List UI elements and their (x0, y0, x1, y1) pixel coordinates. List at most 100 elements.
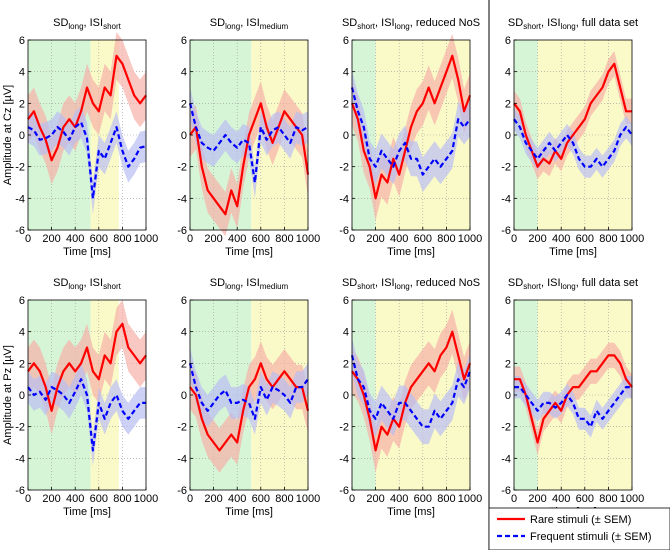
panel-title: SDlong, ISIshort (53, 17, 122, 31)
rare-stimuli-line (189, 102, 310, 216)
rare-sem-band (352, 309, 470, 473)
y-tick-label: -2 (15, 422, 25, 434)
y-tick-label: 6 (181, 295, 187, 307)
y-tick-label: 4 (343, 67, 349, 79)
frequent-stimuli-line (188, 103, 309, 184)
x-tick-label: 200 (204, 493, 222, 505)
x-tick-label: 800 (437, 493, 455, 505)
y-tick-label: 2 (343, 98, 349, 110)
x-axis-label: Time [ms] (63, 506, 111, 518)
y-tick-label: 0 (19, 130, 25, 142)
y-tick-label: 2 (181, 98, 187, 110)
x-tick-label: 200 (204, 233, 222, 245)
rare-stimuli-line (513, 62, 632, 168)
rare-stimuli-line (27, 54, 147, 162)
title-b-sub: long (561, 22, 576, 31)
x-tick-label: 1000 (296, 233, 320, 245)
y-tick-label: 6 (19, 35, 25, 47)
title-b-sub: short (103, 22, 122, 31)
y-tick-label: -4 (15, 453, 25, 465)
y-tick-label: -2 (339, 422, 349, 434)
title-c: , full data set (576, 277, 638, 289)
x-tick-label: 1000 (620, 493, 644, 505)
y-tick-label: 4 (19, 67, 25, 79)
x-tick-label: 1000 (458, 233, 482, 245)
title-a: SD (508, 17, 523, 29)
frequent-stimuli-line (350, 87, 471, 176)
panel-title: SDshort, ISIlong, full data set (508, 17, 638, 31)
title-b: , ISI (541, 277, 561, 289)
ylabel-cz: Amplitude at Cz [µV] (2, 85, 14, 186)
panel-pz-3: 0 200 400 600 800 1000 -6 -4 -2 0 2 4 6 Time [ms] SDsh… (339, 277, 482, 518)
title-a: SD (53, 17, 68, 29)
y-tick-label: 0 (181, 130, 187, 142)
x-tick-label: 800 (275, 493, 293, 505)
panel-title: SDshort, ISIlong, full data set (508, 277, 638, 291)
title-b: , ISI (84, 17, 104, 29)
frequent-sem-band (352, 70, 470, 192)
x-tick-label: 0 (349, 493, 355, 505)
y-tick-label: -2 (501, 162, 511, 174)
y-tick-label: 2 (505, 98, 511, 110)
y-tick-label: -4 (339, 193, 349, 205)
y-tick-label: -2 (339, 162, 349, 174)
frequent-stimuli-line (514, 386, 632, 428)
x-tick-label: 0 (511, 493, 517, 505)
title-a: SD (53, 277, 68, 289)
x-tick-label: 400 (390, 493, 408, 505)
title-b-sub: long (395, 22, 410, 31)
title-b: , ISI (541, 17, 561, 29)
title-b: , ISI (240, 277, 260, 289)
x-axis-label: Time [ms] (387, 246, 435, 258)
panel-cz-3: 0 200 400 600 800 1000 -6 -4 -2 0 2 4 6 Time [ms] SDsh… (339, 17, 482, 258)
y-tick-label: 0 (181, 390, 187, 402)
x-tick-label: 0 (25, 493, 31, 505)
y-tick-label: 4 (505, 67, 511, 79)
y-tick-label: -6 (339, 485, 349, 497)
frequent-stimuli-line (27, 121, 147, 200)
x-tick-label: 600 (90, 233, 108, 245)
y-tick-label: 6 (343, 295, 349, 307)
x-tick-label: 200 (366, 493, 384, 505)
y-tick-label: -2 (177, 162, 187, 174)
y-tick-label: -4 (15, 193, 25, 205)
x-tick-label: 800 (599, 233, 617, 245)
x-axis-label: Time [ms] (549, 246, 597, 258)
y-tick-label: 2 (181, 358, 187, 370)
x-tick-label: 600 (576, 493, 594, 505)
x-tick-label: 200 (42, 493, 60, 505)
legend: Rare stimuli (± SEM) Frequent stimuli (± … (488, 507, 670, 550)
y-tick-label: -4 (177, 193, 187, 205)
x-axis-label: Time [ms] (63, 246, 111, 258)
title-b-sub: long (395, 282, 410, 291)
x-tick-label: 1000 (620, 233, 644, 245)
frequent-sem-band (28, 106, 146, 215)
title-a: SD (210, 277, 225, 289)
y-tick-label: -6 (177, 485, 187, 497)
x-tick-label: 1000 (134, 233, 158, 245)
title-b: , ISI (375, 277, 395, 289)
title-a: SD (508, 277, 523, 289)
panel-cz-1: 0 200 400 600 800 1000 -6 -4 -2 0 2 4 6 Time [ms] SDlo… (15, 17, 158, 258)
x-tick-label: 200 (528, 233, 546, 245)
y-tick-label: -6 (15, 225, 25, 237)
rare-stimuli-line (189, 362, 310, 452)
y-tick-label: -2 (501, 422, 511, 434)
x-tick-label: 200 (42, 233, 60, 245)
y-tick-label: 2 (505, 358, 511, 370)
panel-title: SDshort, ISIlong, reduced NoS (342, 17, 480, 31)
x-tick-label: 1000 (458, 493, 482, 505)
title-a-sub: short (357, 282, 376, 291)
frequent-sem-band (514, 376, 632, 438)
y-tick-label: 6 (343, 35, 349, 47)
y-tick-label: 4 (505, 327, 511, 339)
frequent-sem-band (352, 338, 470, 445)
y-tick-label: 0 (505, 390, 511, 402)
x-tick-label: 400 (66, 233, 84, 245)
x-tick-label: 400 (228, 493, 246, 505)
title-a: SD (342, 17, 357, 29)
title-c: , full data set (576, 17, 638, 29)
title-a-sub: long (225, 282, 240, 291)
title-b: , ISI (84, 277, 104, 289)
